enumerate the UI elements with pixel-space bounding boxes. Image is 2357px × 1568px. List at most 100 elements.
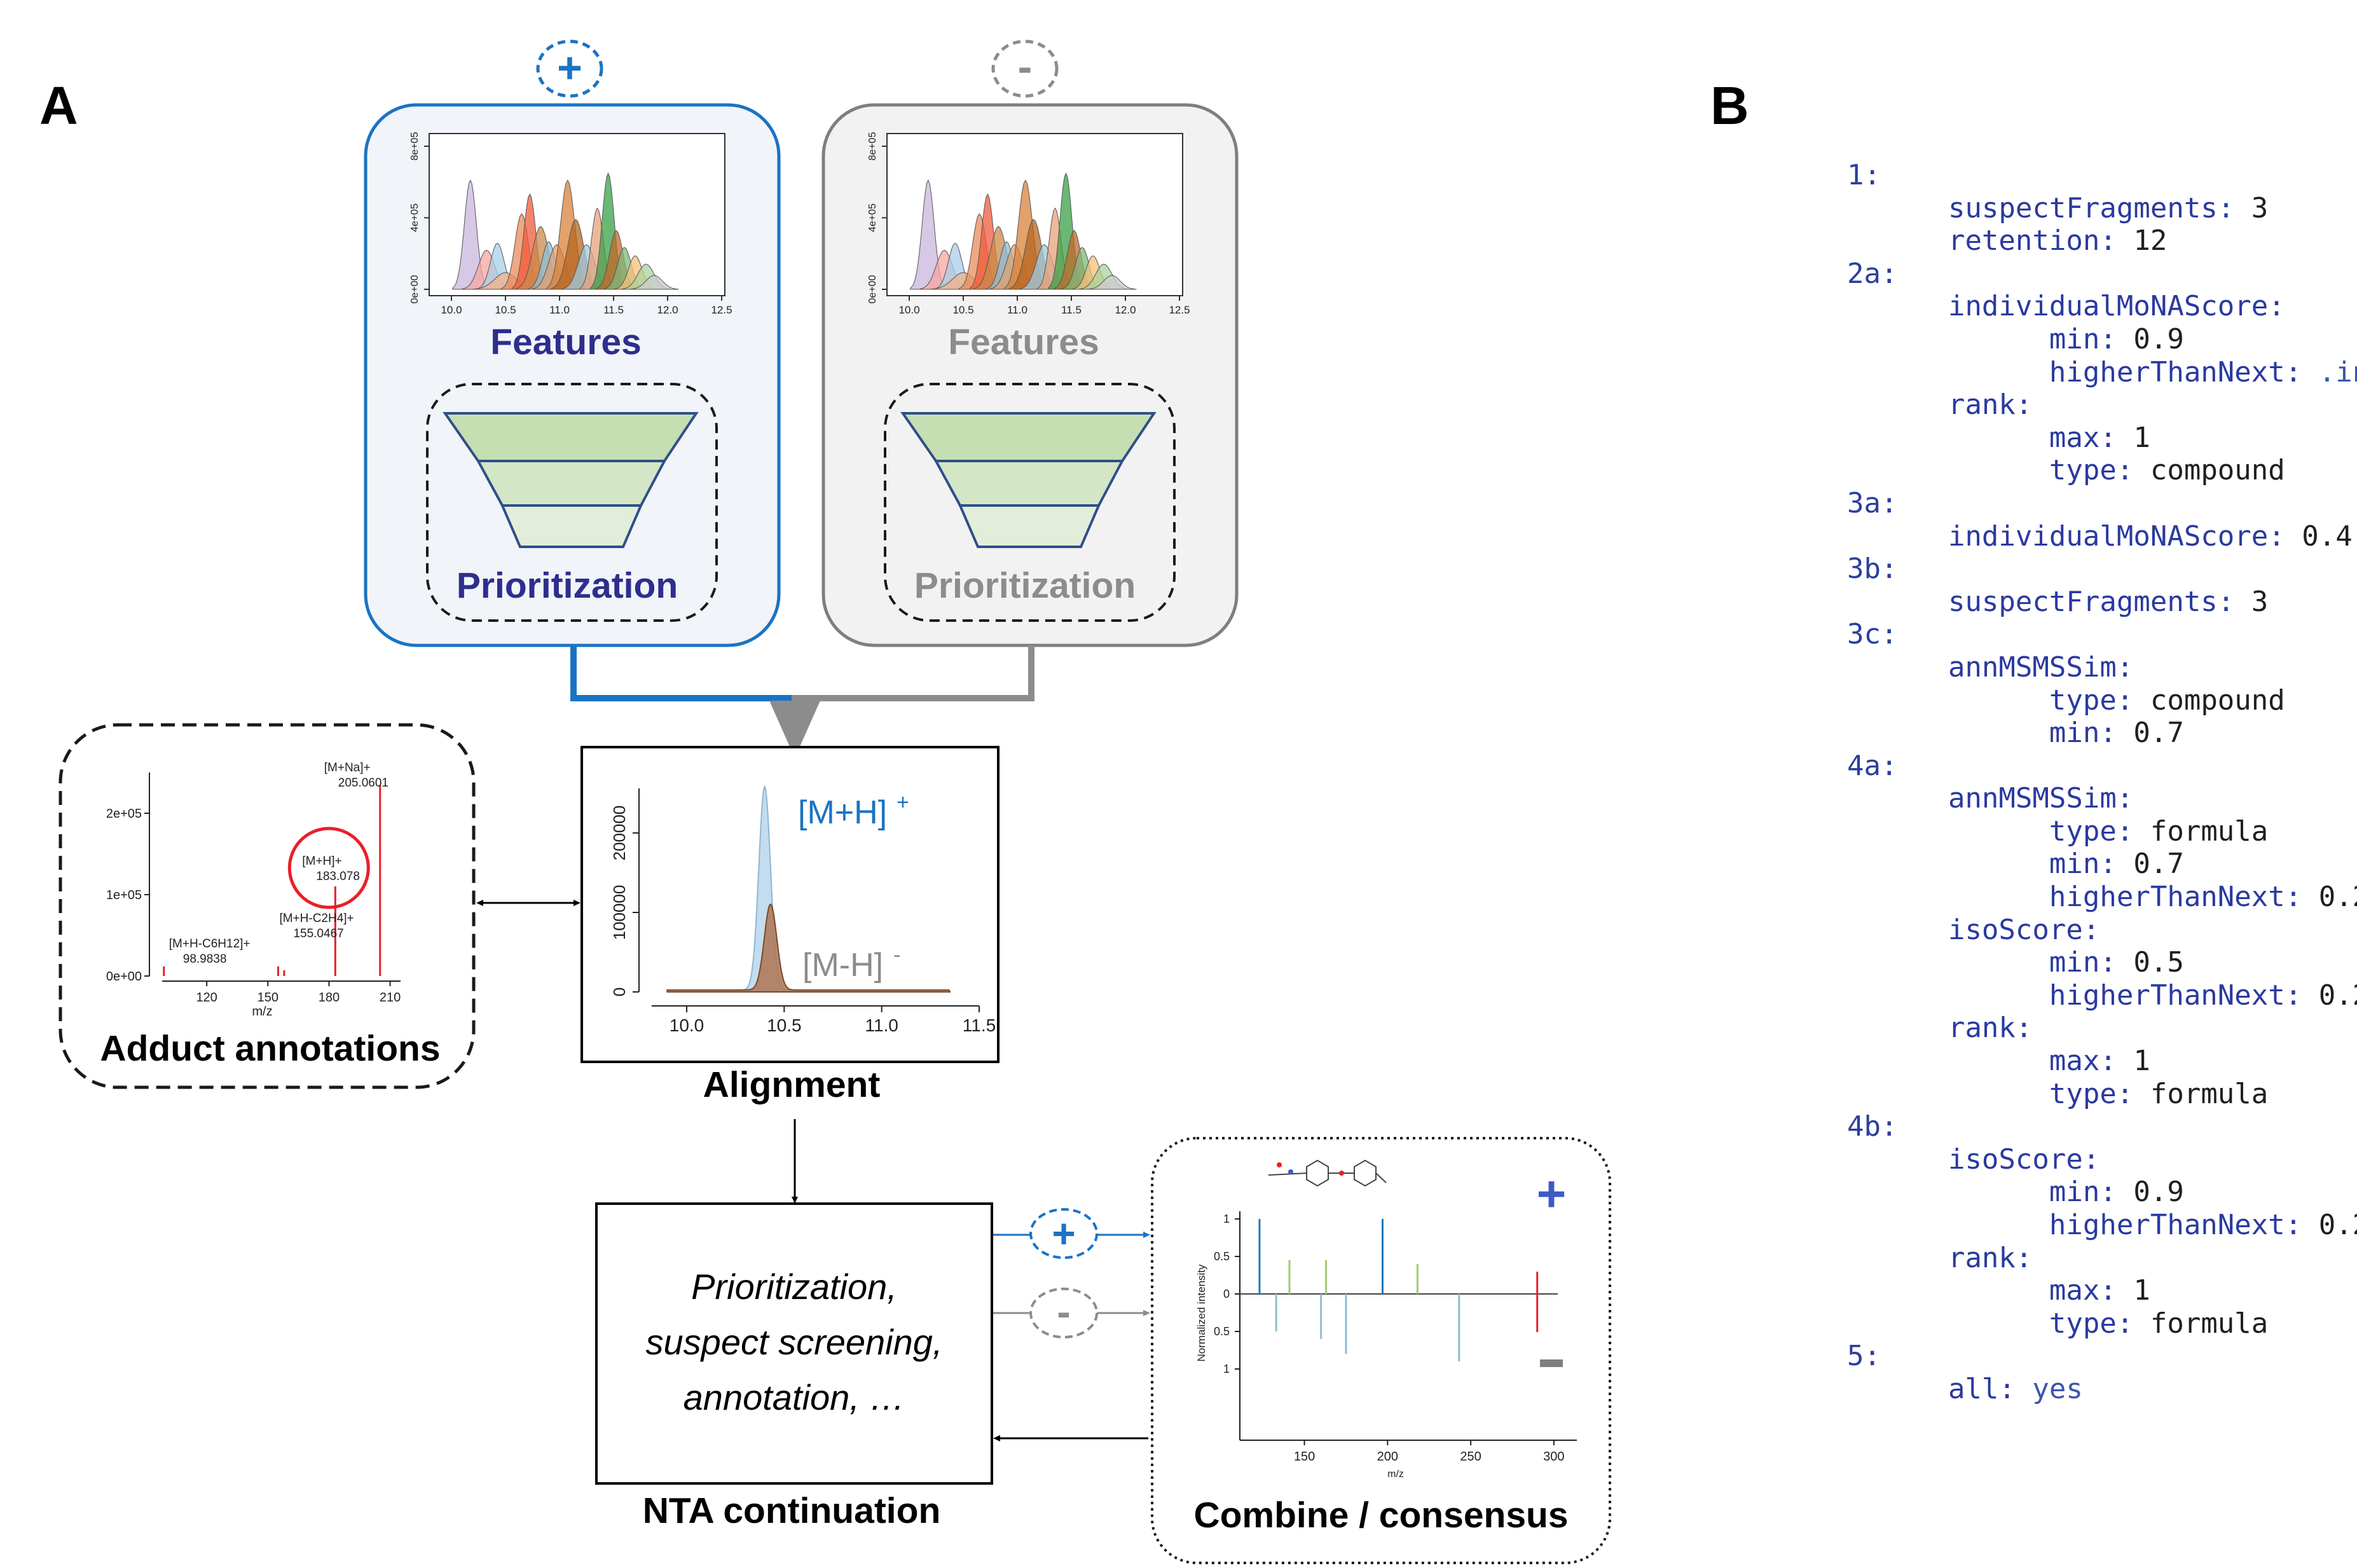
consensus-frame <box>1151 1137 1611 1564</box>
y-axis-label: Normalized intensity <box>1195 1264 1207 1362</box>
code-line: higherThanNext: 0.2 <box>1847 881 2357 914</box>
code-key: higherThanNext: <box>2049 881 2302 914</box>
code-key: type: <box>2049 815 2134 848</box>
y-tick-label: 8e+05 <box>867 132 878 160</box>
panel-a-letter: A <box>39 76 78 135</box>
y-tick-label: 4e+05 <box>867 203 878 232</box>
code-line: higherThanNext: .inf <box>1847 356 2357 389</box>
x-axis-label: m/z <box>1387 1469 1404 1480</box>
panel-b-letter: B <box>1710 76 1749 135</box>
x-tick-label: 10.0 <box>898 304 919 316</box>
x-tick-label: 12.0 <box>1115 304 1136 316</box>
consensus-caption: Combine / consensus <box>1193 1495 1568 1536</box>
nta-line: annotation, … <box>683 1377 905 1417</box>
code-line: type: formula <box>1847 1078 2357 1111</box>
code-line: annMSMSSim: <box>1847 782 2357 815</box>
code-value: 0.2 <box>2318 881 2357 914</box>
code-value: 0.7 <box>2133 848 2184 881</box>
code-key: type: <box>2049 1077 2134 1110</box>
code-section-key: 4a: <box>1847 749 1898 782</box>
alignment-box <box>581 746 1000 1063</box>
code-section-key: 3b: <box>1847 553 1898 586</box>
config-code-block: 1: suspectFragments: 3 retention: 12 2a: … <box>1847 159 2357 1406</box>
x-tick-label: 12.0 <box>657 304 678 316</box>
code-line: min: 0.9 <box>1847 323 2357 356</box>
y-tick-label: 200000 <box>610 806 629 861</box>
x-tick-label: 210 <box>380 991 401 1005</box>
code-key: rank: <box>1948 1241 2033 1274</box>
adduct-annotations-frame <box>58 723 476 1089</box>
y-tick-label: 0 <box>1223 1288 1230 1300</box>
code-line: type: compound <box>1847 454 2357 487</box>
peak-label: [M+H-C2H4]+ <box>279 912 354 925</box>
code-key: min: <box>2049 946 2117 979</box>
y-tick-label: 1 <box>1223 1363 1230 1375</box>
code-key: annMSMSSim: <box>1948 782 2134 815</box>
connector-positive <box>570 645 795 701</box>
arrow-positive-symbol: + <box>1029 1208 1098 1259</box>
code-line: 2a: <box>1847 258 2357 291</box>
x-tick-label: 250 <box>1460 1450 1481 1464</box>
nta-continuation-text: Prioritization, suspect screening, annot… <box>596 1259 992 1425</box>
code-value: formula <box>2150 1307 2269 1340</box>
code-key: individualMoNAScore: <box>1948 290 2285 323</box>
x-tick-label: 300 <box>1543 1450 1564 1464</box>
code-value: 1 <box>2133 1274 2150 1307</box>
code-line: type: formula <box>1847 1307 2357 1340</box>
prioritization-label-positive: Prioritization <box>457 565 678 606</box>
code-line: suspectFragments: 3 <box>1847 192 2357 225</box>
code-key: annMSMSSim: <box>1948 650 2134 684</box>
code-key: all: <box>1948 1372 2016 1405</box>
code-value: 3 <box>2251 585 2269 618</box>
code-line: 3b: <box>1847 553 2357 586</box>
code-line: isoScore: <box>1847 1143 2357 1176</box>
peak-mz: 155.0467 <box>293 927 343 940</box>
code-value: 1 <box>2133 1045 2150 1078</box>
x-tick-label: 12.5 <box>1169 304 1190 316</box>
features-label-negative: Features <box>948 322 1099 362</box>
code-value: 0.4 <box>2302 519 2353 553</box>
x-tick-label: 10.0 <box>670 1015 704 1035</box>
negative-ion-charge: - <box>893 943 900 967</box>
code-value: 3 <box>2251 191 2269 224</box>
code-key: higherThanNext: <box>2049 1209 2302 1241</box>
code-value: 0.5 <box>2133 946 2184 979</box>
x-tick-label: 180 <box>319 991 340 1005</box>
code-key: isoScore: <box>1948 913 2100 946</box>
consensus-negative-symbol <box>1540 1359 1563 1367</box>
code-value: 0.2 <box>2318 979 2357 1012</box>
positive-ion-label: [M+H] <box>798 794 887 831</box>
feature-peak <box>1087 275 1137 290</box>
code-value: compound <box>2150 454 2285 487</box>
code-line: min: 0.5 <box>1847 946 2357 979</box>
x-tick-label: 11.0 <box>549 304 570 316</box>
code-line: type: compound <box>1847 684 2357 717</box>
peak-label: [M+H-C6H12]+ <box>169 937 251 951</box>
y-tick-label: 0e+00 <box>106 970 142 984</box>
funnel-icon-positive <box>443 412 699 548</box>
adduct-spectrum: 0e+00 1e+05 2e+05 120 150 180 210 m/z [M+H-C6H12… <box>106 761 401 1019</box>
nta-continuation-caption: NTA continuation <box>643 1490 941 1531</box>
code-section-key: 3c: <box>1847 618 1898 651</box>
code-key: retention: <box>1948 224 2117 258</box>
feature-peak <box>629 275 679 290</box>
code-key: suspectFragments: <box>1948 585 2235 618</box>
code-line: 3c: <box>1847 618 2357 651</box>
code-line: min: 0.7 <box>1847 848 2357 881</box>
x-tick-label: 10.5 <box>952 304 973 316</box>
negative-mode-symbol: - <box>991 39 1059 98</box>
y-tick-label: 0.5 <box>1214 1325 1230 1338</box>
funnel-icon-negative <box>900 412 1157 548</box>
code-key: type: <box>2049 684 2134 717</box>
connector-negative <box>769 645 1034 758</box>
code-value: compound <box>2150 684 2285 717</box>
svg-text:-: - <box>1057 1289 1070 1335</box>
adduct-annotations-caption: Adduct annotations <box>100 1028 440 1069</box>
code-value: 0.2 <box>2318 1209 2357 1241</box>
highlight-circle <box>287 827 370 909</box>
x-tick-label: 10.5 <box>495 304 516 316</box>
code-key: min: <box>2049 848 2117 881</box>
code-line: retention: 12 <box>1847 224 2357 258</box>
code-line: rank: <box>1847 389 2357 422</box>
positive-ion-charge: + <box>897 790 909 815</box>
